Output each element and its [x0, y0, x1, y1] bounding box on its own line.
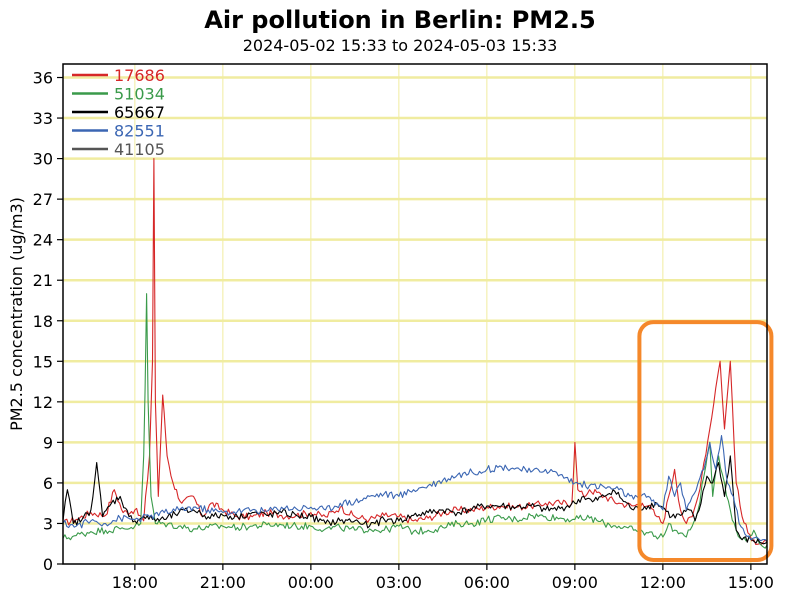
y-tick-label: 9	[43, 433, 53, 452]
x-tick-label: 21:00	[200, 573, 246, 592]
highlight-box	[637, 320, 774, 562]
x-tick-label: 03:00	[376, 573, 422, 592]
y-tick-label: 3	[43, 514, 53, 533]
y-tick-label: 18	[33, 312, 53, 331]
y-tick-label: 27	[33, 190, 53, 209]
y-tick-label: 12	[33, 393, 53, 412]
x-tick-label: 09:00	[552, 573, 598, 592]
y-tick-label: 6	[43, 474, 53, 493]
y-tick-label: 0	[43, 555, 53, 574]
y-axis-label: PM2.5 concentration (ug/m3)	[7, 197, 26, 431]
series-line-82551	[62, 435, 768, 542]
y-tick-label: 24	[33, 231, 53, 250]
series-line-65667	[62, 455, 768, 545]
chart-subtitle: 2024-05-02 15:33 to 2024-05-03 15:33	[243, 36, 558, 55]
series-line-17686	[62, 158, 768, 546]
legend-label-17686: 17686	[114, 66, 165, 85]
y-tick-label: 30	[33, 150, 53, 169]
series-line-51034	[62, 293, 768, 549]
y-tick-label: 21	[33, 271, 53, 290]
legend-label-65667: 65667	[114, 103, 165, 122]
y-tick-label: 33	[33, 109, 53, 128]
legend-label-82551: 82551	[114, 122, 165, 141]
chart-title: Air pollution in Berlin: PM2.5	[204, 6, 595, 34]
highlight-box-group	[637, 320, 774, 562]
y-tick-label: 15	[33, 352, 53, 371]
x-tick-label: 15:00	[728, 573, 774, 592]
legend-label-41105: 41105	[114, 140, 165, 159]
series-lines	[62, 158, 768, 549]
x-tick-label: 18:00	[112, 573, 158, 592]
gridlines	[63, 64, 767, 564]
plot-frame	[62, 63, 768, 565]
x-tick-label: 12:00	[640, 573, 686, 592]
y-tick-label: 36	[33, 69, 53, 88]
legend-label-51034: 51034	[114, 85, 165, 104]
x-tick-label: 06:00	[464, 573, 510, 592]
x-tick-label: 00:00	[288, 573, 334, 592]
